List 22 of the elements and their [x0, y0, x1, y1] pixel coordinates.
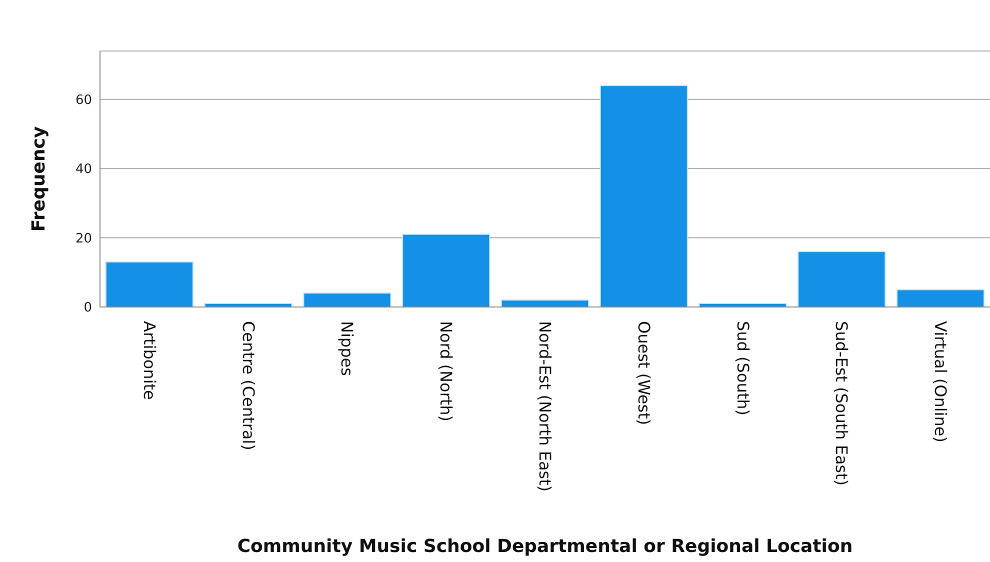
- bar: [105, 262, 194, 307]
- bar: [402, 234, 490, 307]
- bar: [798, 251, 886, 307]
- x-tick-label: Nord-Est (North East): [536, 321, 554, 492]
- bar: [303, 292, 392, 307]
- x-axis-title: Community Music School Departmental or Regional Location: [237, 536, 853, 557]
- bar: [600, 85, 688, 307]
- y-tick-label: 20: [75, 231, 92, 246]
- x-tick-label: Nord (North): [436, 321, 456, 422]
- x-tick-label: Sud-Est (South East): [832, 321, 852, 486]
- x-tick-label: Centre (Central): [238, 321, 258, 450]
- x-tick-label: Ouest (West): [634, 321, 654, 426]
- y-tick-label: 40: [75, 162, 92, 178]
- y-tick-label: 0: [84, 300, 92, 316]
- x-tick-label: Virtual (Online): [931, 321, 950, 442]
- x-tick-label: Sud (South): [733, 321, 752, 416]
- x-tick-label: Artibonite: [140, 321, 159, 400]
- bar: [896, 289, 985, 307]
- x-tick-label: Nippes: [338, 321, 357, 376]
- bar: [500, 300, 589, 307]
- y-tick-label: 60: [75, 93, 92, 108]
- y-axis-title: Frequency: [28, 126, 50, 232]
